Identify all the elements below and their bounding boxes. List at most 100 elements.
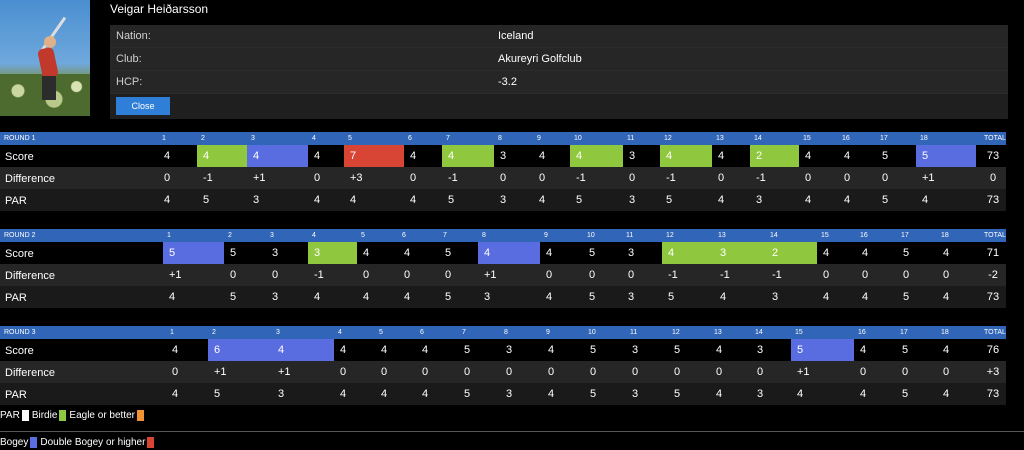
par-cell: 5 — [589, 291, 596, 303]
par-cell: 4 — [539, 194, 546, 206]
diff-cell: -1 — [756, 172, 766, 184]
hole-number: 5 — [361, 232, 365, 239]
score-cell: 4 — [197, 145, 247, 167]
score-cell: 3 — [632, 344, 639, 356]
hcp-row: HCP: -3.2 — [110, 71, 1008, 94]
par-cell: 4 — [797, 388, 804, 400]
difference-row: Difference +1 0 0 -1 0 0 0 +1 0 0 0 -1 -1 -1 0 0 0 0 -2 — [0, 264, 1006, 286]
difference-row: Difference 0 +1 +1 0 0 0 0 0 0 0 0 0 0 0 +1 0 0 0 +3 — [0, 361, 1006, 383]
hole-number: 9 — [537, 135, 541, 142]
hole-number: 3 — [276, 329, 280, 336]
par-cell: 3 — [500, 194, 507, 206]
club-row: Club: Akureyri Golfclub — [110, 48, 1008, 71]
hole-number: 12 — [664, 135, 672, 142]
hole-number: 6 — [402, 232, 406, 239]
par-cell: 4 — [381, 388, 388, 400]
score-cell: 3 — [500, 150, 507, 162]
hole-number: 2 — [212, 329, 216, 336]
hole-number: 12 — [666, 232, 674, 239]
legend-par-label: PAR — [0, 410, 20, 422]
score-cell: 4 — [716, 344, 723, 356]
par-cell: 4 — [718, 194, 725, 206]
diff-cell: 0 — [340, 366, 347, 378]
diff-cell: 0 — [464, 366, 471, 378]
diff-total-cell: -2 — [988, 269, 998, 281]
score-cell: 3 — [757, 344, 764, 356]
diff-cell: -1 — [720, 269, 730, 281]
par-cell: 3 — [756, 194, 763, 206]
hole-number: 1 — [170, 329, 174, 336]
legend-par-swatch — [21, 410, 29, 421]
legend-double-bogey-swatch — [147, 437, 155, 448]
hole-number: 10 — [574, 135, 582, 142]
total-header: TOTAL — [984, 135, 1006, 142]
par-cell: 4 — [169, 291, 176, 303]
par-cell: 4 — [823, 291, 830, 303]
difference-row: Difference 0 -1 +1 0 +3 0 -1 0 0 -1 0 -1 0 -1 0 0 0 +1 0 — [0, 167, 1006, 189]
hole-number: 6 — [420, 329, 424, 336]
player-info-panel: Nation: Iceland Club: Akureyri Golfclub … — [110, 25, 1008, 119]
hole-number: 4 — [312, 135, 316, 142]
score-cell: 4 — [340, 344, 347, 356]
score-cell: 2 — [766, 242, 817, 264]
score-cell: 4 — [442, 145, 494, 167]
diff-cell: -1 — [314, 269, 324, 281]
diff-cell: -1 — [448, 172, 458, 184]
score-cell: 4 — [844, 150, 851, 162]
par-cell: 5 — [882, 194, 889, 206]
hole-number: 3 — [251, 135, 255, 142]
diff-cell: 0 — [718, 172, 725, 184]
par-cell: 3 — [484, 291, 491, 303]
par-cell: 3 — [632, 388, 639, 400]
hole-number: 13 — [718, 232, 726, 239]
par-total-cell: 73 — [986, 291, 1000, 303]
hole-number: 16 — [842, 135, 850, 142]
round-title: ROUND 3 — [4, 329, 36, 336]
round-title: ROUND 1 — [4, 135, 36, 142]
par-cell: 4 — [860, 388, 867, 400]
club-value: Akureyri Golfclub — [498, 53, 582, 65]
score-cell: 5 — [882, 150, 889, 162]
close-button[interactable]: Close — [116, 97, 170, 115]
score-total-cell: 71 — [986, 247, 1000, 259]
diff-cell: +1 — [922, 172, 935, 184]
score-cell: 4 — [546, 247, 553, 259]
hole-number: 17 — [900, 329, 908, 336]
par-cell: 5 — [230, 291, 237, 303]
score-total-cell: 76 — [986, 344, 1000, 356]
nation-value: Iceland — [498, 30, 534, 42]
diff-cell: 0 — [757, 366, 764, 378]
diff-cell: 0 — [230, 269, 237, 281]
diff-cell: 0 — [629, 172, 636, 184]
par-cell: 3 — [272, 291, 279, 303]
round-2-table: ROUND 2 1 2 3 4 5 6 7 8 9 10 11 12 13 14 15 16 17 18 TOTAL S… — [0, 229, 1006, 308]
score-cell: 6 — [208, 339, 272, 361]
hole-number: 17 — [901, 232, 909, 239]
score-cell: 4 — [247, 145, 308, 167]
diff-cell: 0 — [404, 269, 411, 281]
score-cell: 4 — [422, 344, 429, 356]
score-cell: 4 — [478, 242, 540, 264]
score-cell: 4 — [172, 344, 179, 356]
diff-cell: +1 — [278, 366, 291, 378]
score-cell: 5 — [903, 247, 910, 259]
hole-number: 18 — [941, 232, 949, 239]
par-cell: 5 — [668, 291, 675, 303]
legend-bogey-swatch — [30, 437, 38, 448]
hole-number: 5 — [379, 329, 383, 336]
score-row-label: Score — [5, 248, 34, 260]
hole-number: 7 — [446, 135, 450, 142]
hole-number: 18 — [920, 135, 928, 142]
hole-number: 5 — [348, 135, 352, 142]
score-cell: 4 — [862, 247, 869, 259]
par-cell: 4 — [943, 388, 950, 400]
score-row: Score 4 4 4 4 7 4 4 3 4 4 3 4 4 2 4 4 5 5 73 — [0, 145, 1006, 167]
diff-cell: +1 — [253, 172, 266, 184]
round-title: ROUND 2 — [4, 232, 36, 239]
round-1-table: ROUND 1 1 2 3 4 5 6 7 8 9 10 11 12 13 14 15 16 17 18 TOTAL S… — [0, 132, 1006, 211]
diff-cell: 0 — [422, 366, 429, 378]
par-cell: 3 — [278, 388, 285, 400]
par-cell: 4 — [546, 291, 553, 303]
diff-cell: 0 — [445, 269, 452, 281]
hole-number: 10 — [588, 329, 596, 336]
